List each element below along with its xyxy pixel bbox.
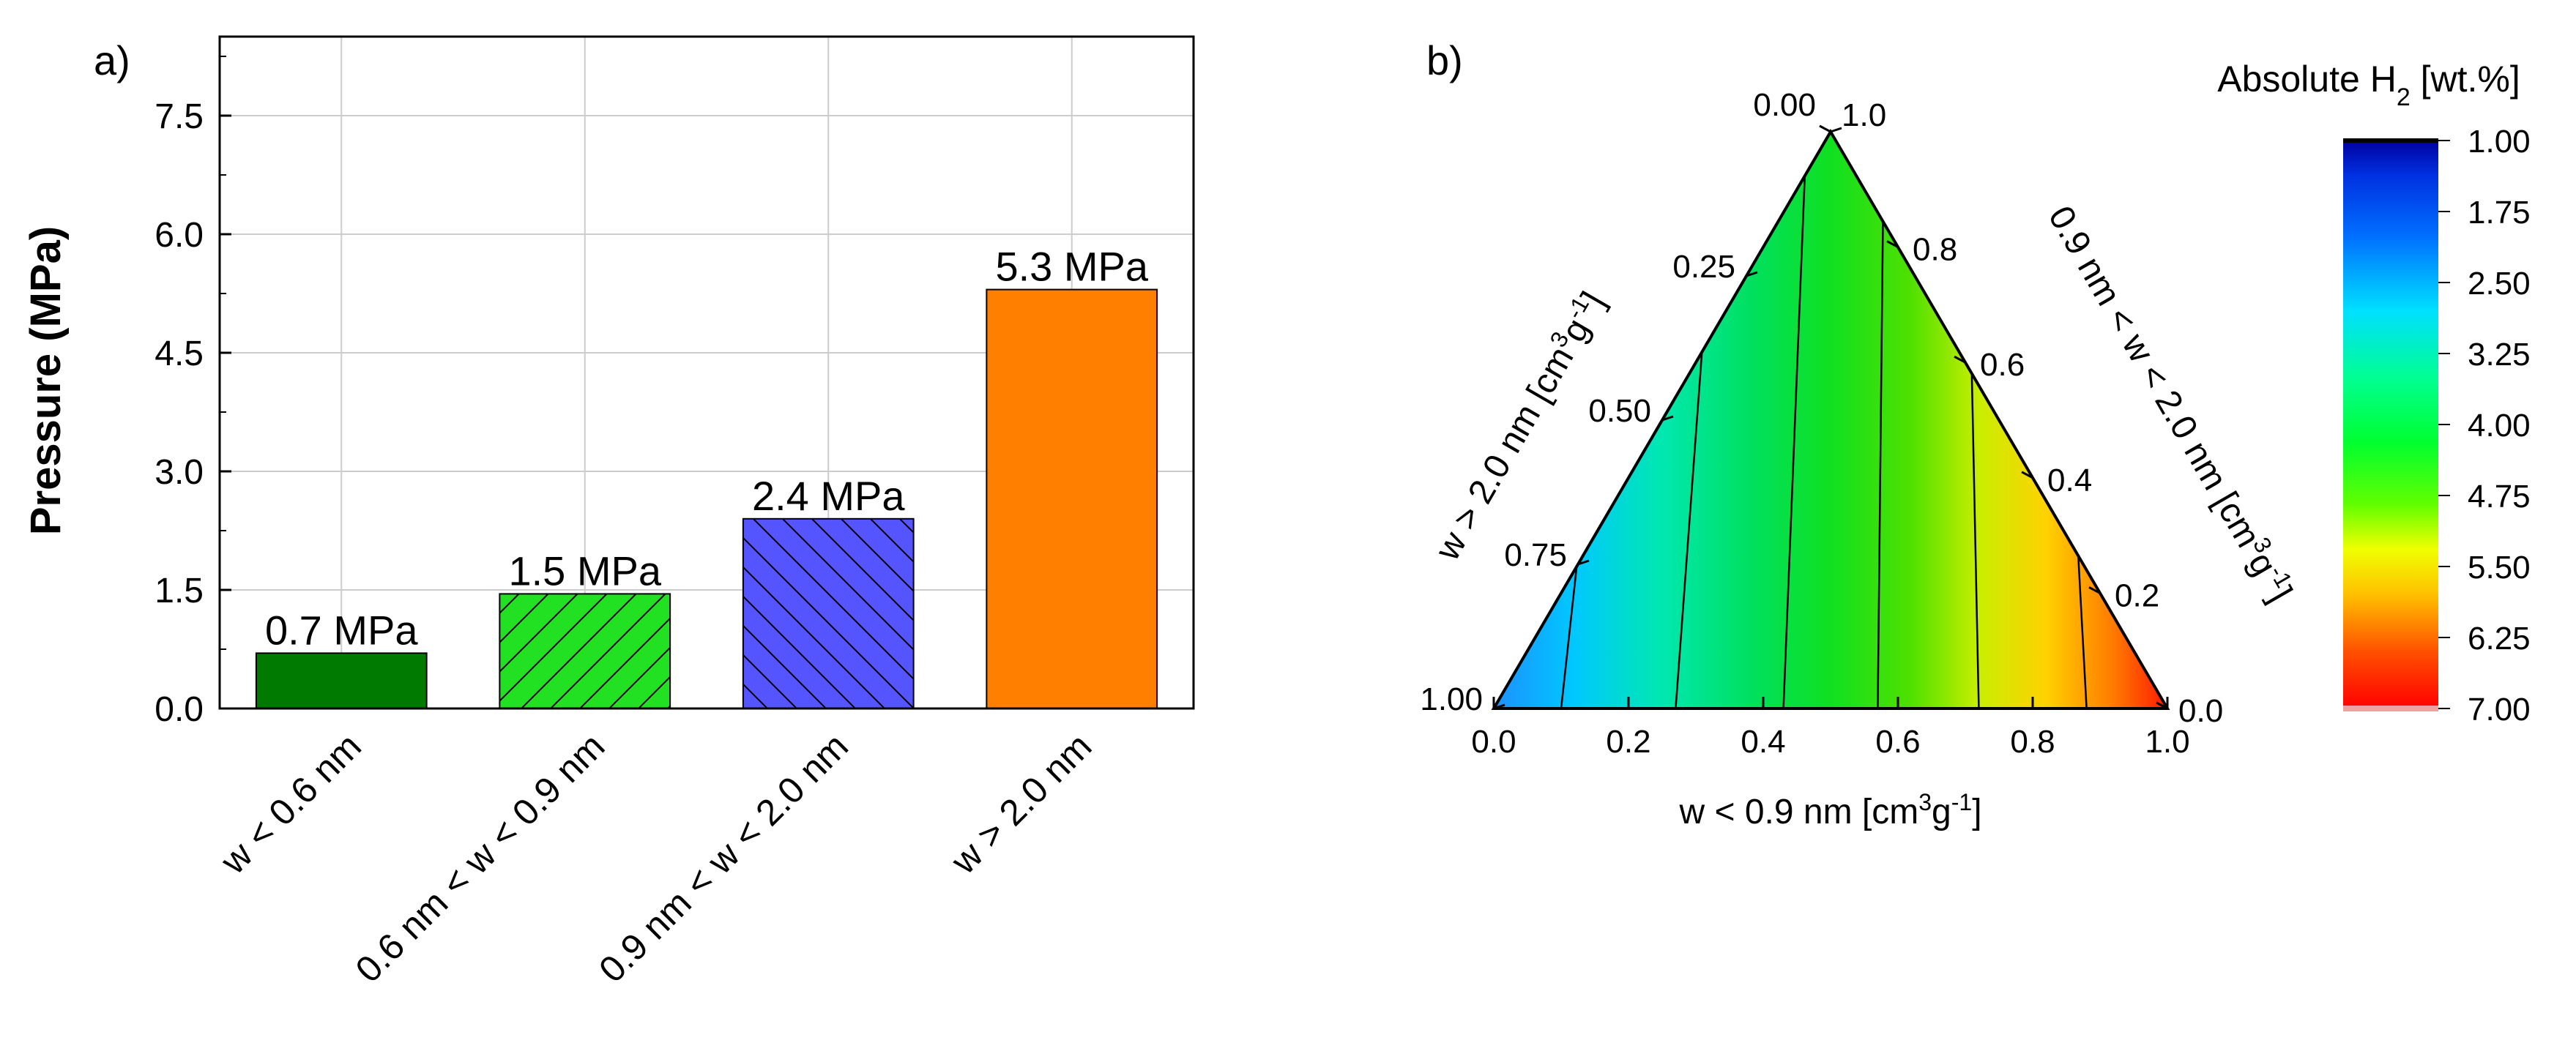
- bar-hatch: [499, 594, 671, 708]
- ternary-bottom-ticks: 0.0 0.2 0.4 0.6 0.8 1.0: [1471, 697, 2190, 760]
- bar: [255, 652, 428, 710]
- left-tick-mark: [1830, 127, 1842, 133]
- colorbar-tick-label: 4.75: [2468, 479, 2531, 515]
- left-tick-mark: [1577, 559, 1590, 566]
- right-tick-mark: [2156, 701, 2168, 710]
- ternary-bottom-axis-title: w < 0.9 nm [cm3g-1]: [1678, 789, 1981, 831]
- ternary-left-axis-title: w > 2.0 nm [cm3g-1]: [1425, 284, 1613, 568]
- bar-data-label: 2.4 MPa: [752, 473, 905, 519]
- y-tick-label: 7.5: [155, 97, 204, 136]
- contour-line: [1782, 132, 1808, 708]
- y-tick-label: 4.5: [155, 334, 204, 373]
- left-tick-label: 0.25: [1672, 249, 1735, 285]
- category-tick-label: w > 2.0 nm: [942, 725, 1099, 882]
- colorbar-tick-label: 6.25: [2468, 621, 2531, 657]
- ternary-left-ticks: 0.00 0.25 0.50 0.75 1.00: [1420, 87, 1842, 717]
- left-tick-label: 1.00: [1420, 681, 1483, 717]
- ternary-right-ticks: 0.0 0.2 0.4 0.6 0.8 1.0: [1819, 97, 2223, 729]
- y-tick-label: 6.0: [155, 216, 204, 255]
- colorbar-tick-label: 1.00: [2468, 124, 2531, 160]
- right-tick-label: 1.0: [1842, 97, 1886, 133]
- right-tick-mark: [1886, 240, 1899, 248]
- colorbar-ticks: 1.00 1.75 2.50 3.25 4.00 4.75 5.50 6.25 7.00: [2438, 124, 2531, 728]
- bar-chart-frame: [218, 35, 1195, 710]
- left-tick-label: 0.75: [1504, 537, 1567, 573]
- colorbar-tick-label: 3.25: [2468, 337, 2531, 373]
- ternary-right-axis-title: 0.9 nm < w < 2.0 nm [cm3g-1]: [2041, 198, 2302, 608]
- colorbar-tick-label: 1.75: [2468, 195, 2531, 231]
- bar-chart-y-ticks: 0.0 1.5 3.0 4.5 6.0 7.5: [155, 56, 231, 729]
- bar-data-label: 0.7 MPa: [265, 607, 418, 653]
- y-axis-label: Pressure (MPa): [22, 226, 70, 535]
- colorbar-tick-label: 4.00: [2468, 408, 2531, 444]
- right-tick-mark: [1954, 355, 1966, 364]
- right-tick-mark: [1819, 124, 1831, 133]
- right-tick-label: 0.4: [2047, 463, 2092, 498]
- bottom-tick-label: 0.2: [1606, 724, 1650, 760]
- right-tick-label: 0.8: [1913, 232, 1957, 268]
- bar-chart-data-labels: 0.7 MPa 1.5 MPa 2.4 MPa 5.3 MPa: [265, 244, 1149, 654]
- bottom-tick-label: 0.0: [1471, 724, 1516, 760]
- y-tick-label: 1.5: [155, 572, 204, 610]
- bar-data-label: 1.5 MPa: [508, 547, 661, 594]
- bottom-tick-label: 0.4: [1741, 724, 1785, 760]
- bar-chart-panel: a) 0.0 1.5 3.0 4.5 6.0 7.5 0.7 MPa 1.5 MPa 2.4 …: [22, 35, 1195, 990]
- left-tick-label: 0.50: [1588, 393, 1651, 429]
- panel-label-a: a): [94, 37, 130, 83]
- ternary-chart-panel: b) 0.0 0.2 0.4 0.6 0.8 1.0 0.00 0.25 0.50 0.75 1.…: [1420, 37, 2530, 831]
- category-tick-label: w < 0.6 nm: [212, 725, 369, 882]
- category-tick-label: 0.9 nm < w < 2.0 nm: [591, 725, 856, 990]
- contour-line: [1877, 132, 1886, 708]
- bar-hatch: [742, 518, 914, 708]
- left-tick-mark: [1746, 271, 1758, 277]
- panel-label-b: b): [1426, 37, 1463, 83]
- left-tick-label: 0.00: [1753, 87, 1816, 123]
- bottom-tick-label: 1.0: [2145, 724, 2189, 760]
- right-tick-mark: [2021, 471, 2033, 479]
- bottom-tick-label: 0.8: [2010, 724, 2055, 760]
- colorbar: [2343, 141, 2438, 708]
- ternary-heatmap: [1494, 132, 2167, 708]
- right-tick-label: 0.0: [2178, 693, 2223, 729]
- colorbar-tick-label: 5.50: [2468, 550, 2531, 586]
- colorbar-tick-label: 7.00: [2468, 692, 2531, 728]
- left-tick-mark: [1493, 703, 1505, 710]
- y-tick-label: 0.0: [155, 690, 204, 729]
- bar-data-label: 5.3 MPa: [995, 244, 1148, 290]
- bar-chart-bars: [255, 288, 1158, 710]
- bar-chart-category-labels: w < 0.6 nm0.6 nm < w < 0.9 nm0.9 nm < w …: [212, 725, 1100, 990]
- colorbar-title: Absolute H2 [wt.%]: [2217, 59, 2520, 111]
- bar: [986, 288, 1158, 710]
- y-tick-label: 3.0: [155, 453, 204, 492]
- right-tick-mark: [2088, 586, 2101, 594]
- right-tick-label: 0.2: [2115, 577, 2159, 613]
- colorbar-tick-label: 2.50: [2468, 266, 2531, 302]
- left-tick-mark: [1661, 415, 1674, 422]
- bottom-tick-label: 0.6: [1875, 724, 1920, 760]
- category-tick-label: 0.6 nm < w < 0.9 nm: [348, 725, 613, 990]
- right-tick-label: 0.6: [1980, 347, 2025, 383]
